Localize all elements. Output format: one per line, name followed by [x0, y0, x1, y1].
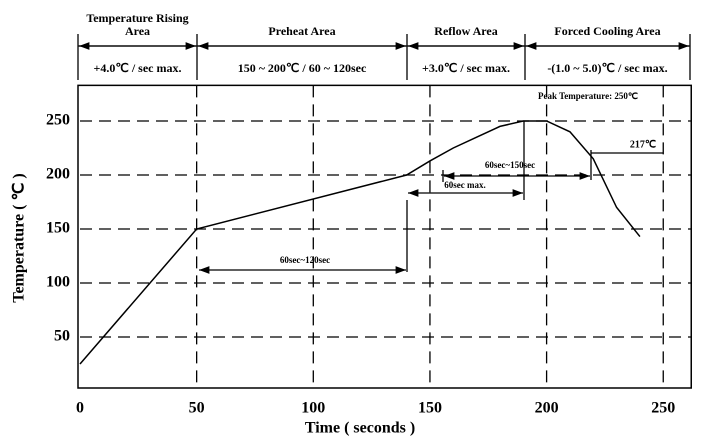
x-tick-label: 0 [76, 400, 84, 417]
y-tick-label: 150 [46, 220, 70, 237]
zone-spec: -(1.0 ~ 5.0)℃ / sec max. [547, 60, 668, 75]
x-tick-label: 150 [418, 400, 442, 417]
x-axis-label: Time ( seconds ) [305, 420, 415, 437]
annotation: Peak Temperature: 250℃ [538, 91, 638, 101]
annotation: 60sec~120sec [280, 255, 330, 265]
x-tick-label: 250 [651, 400, 675, 417]
zone-spec: 150 ~ 200℃ / 60 ~ 120sec [237, 60, 367, 75]
annotation: 60sec~150sec [485, 160, 535, 170]
zone-spec: +3.0℃ / sec max. [422, 60, 510, 75]
y-axis-label: Temperature ( ℃ ) [11, 173, 28, 303]
zone-name: Reflow Area [434, 24, 498, 38]
y-tick-label: 200 [46, 166, 70, 183]
plot-frame [77, 84, 692, 389]
y-tick-label: 50 [54, 328, 70, 345]
y-tick-label: 250 [46, 112, 70, 129]
line [79, 120, 641, 365]
x-tick-label: 200 [535, 400, 559, 417]
zone-spec: +4.0℃ / sec max. [93, 60, 182, 75]
x-tick-label: 100 [301, 400, 325, 417]
annotation: 60sec max. [444, 180, 486, 190]
zone-name: Temperature Rising Area [86, 11, 189, 38]
zone-name: Preheat Area [268, 24, 336, 38]
x-tick-label: 50 [189, 400, 205, 417]
annotation: 217℃ [630, 139, 656, 150]
y-tick-label: 100 [46, 274, 70, 291]
zone-name: Forced Cooling Area [554, 24, 661, 38]
plot: 50 100 150 200 250 0 50 100 150 200 250 Peak Temper… [46, 84, 692, 417]
